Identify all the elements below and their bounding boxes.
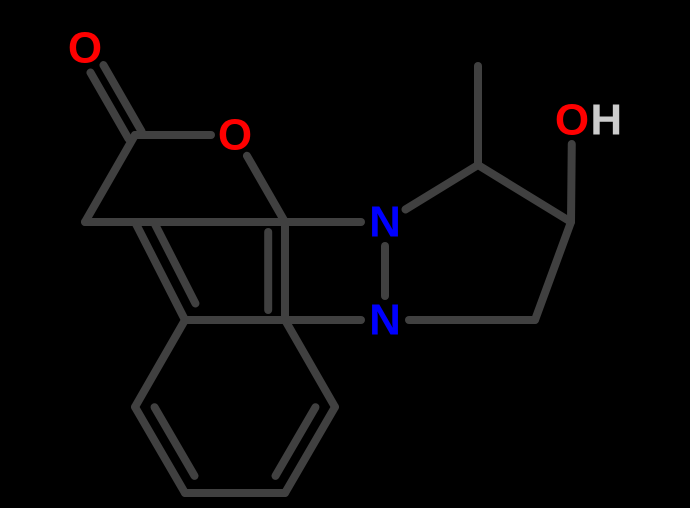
- atom-label-O1: O: [68, 24, 102, 73]
- atom-label-OH-0: O: [555, 96, 589, 145]
- atom-label-N2: N: [369, 296, 401, 345]
- atom-label-OH-1: H: [590, 96, 622, 145]
- atom-label-O2: O: [218, 111, 252, 160]
- molecule-diagram: OONOHN: [0, 0, 690, 508]
- atom-label-N1: N: [369, 198, 401, 247]
